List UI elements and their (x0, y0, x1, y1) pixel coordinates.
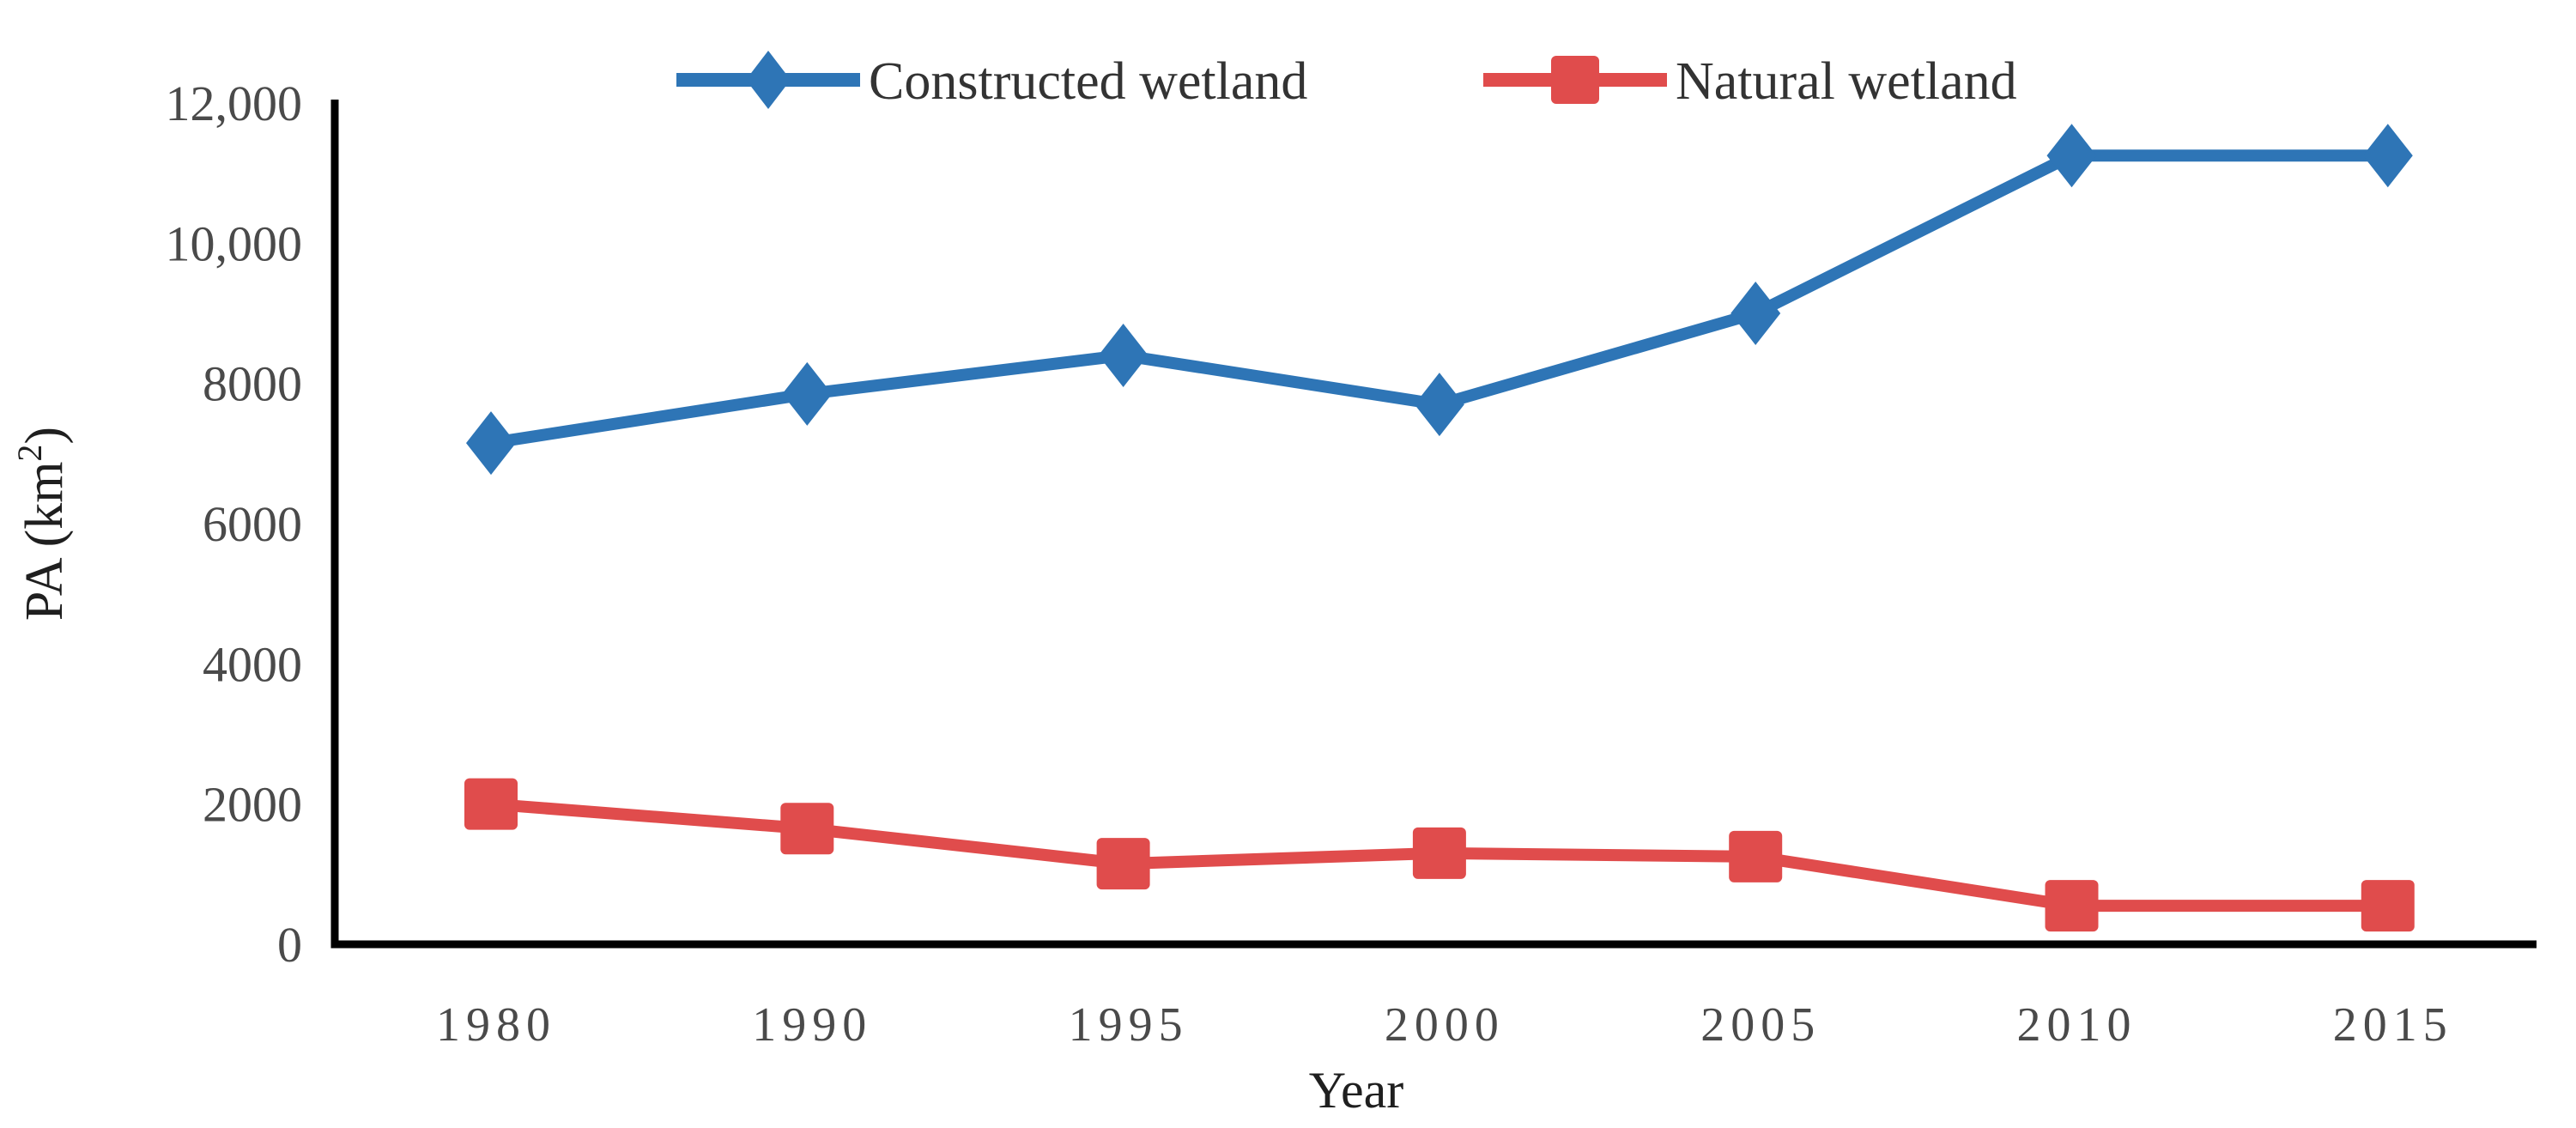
legend-item: Natural wetland (1483, 52, 2017, 111)
series-natural-wetland (464, 778, 2415, 932)
y-tick-label: 2000 (203, 777, 302, 833)
y-tick-label: 10,000 (166, 215, 303, 271)
series-constructed-wetland (466, 124, 2413, 476)
data-point-diamond (466, 411, 516, 476)
y-tick-label: 6000 (203, 496, 302, 552)
data-point-diamond (2362, 124, 2413, 188)
data-point-diamond (1098, 324, 1149, 387)
data-point-diamond (1414, 373, 1464, 437)
x-tick-label: 1990 (752, 998, 872, 1052)
legend-item: Constructed wetland (676, 51, 1307, 111)
x-tick-label: 2005 (1700, 998, 1821, 1052)
legend-label: Natural wetland (1676, 52, 2017, 111)
legend-diamond-icon (746, 51, 791, 109)
data-point-square (2361, 880, 2415, 932)
y-tick-label: 0 (277, 917, 302, 973)
data-point-square (780, 803, 834, 855)
x-tick-label: 2010 (2017, 998, 2137, 1052)
x-tick-label: 1995 (1069, 998, 1189, 1052)
data-point-square (2045, 880, 2099, 932)
x-axis-title: Year (1309, 1062, 1404, 1119)
data-point-diamond (782, 361, 833, 426)
y-tick-label: 8000 (203, 356, 302, 412)
data-point-square (1412, 827, 1466, 879)
y-tick-label: 4000 (203, 636, 302, 692)
x-tick-label: 2015 (2333, 998, 2453, 1052)
legend-square-icon (1551, 56, 1599, 104)
data-point-diamond (2046, 124, 2097, 188)
data-point-square (1729, 830, 1783, 882)
y-axis-title: PA (km2) (10, 427, 74, 621)
legend-label: Constructed wetland (869, 52, 1307, 111)
data-point-square (1096, 838, 1150, 890)
x-tick-label: 2000 (1385, 998, 1505, 1052)
data-point-diamond (1730, 282, 1781, 345)
x-tick-label: 1980 (436, 998, 556, 1052)
data-point-square (464, 778, 518, 830)
y-tick-label: 12,000 (166, 76, 303, 131)
